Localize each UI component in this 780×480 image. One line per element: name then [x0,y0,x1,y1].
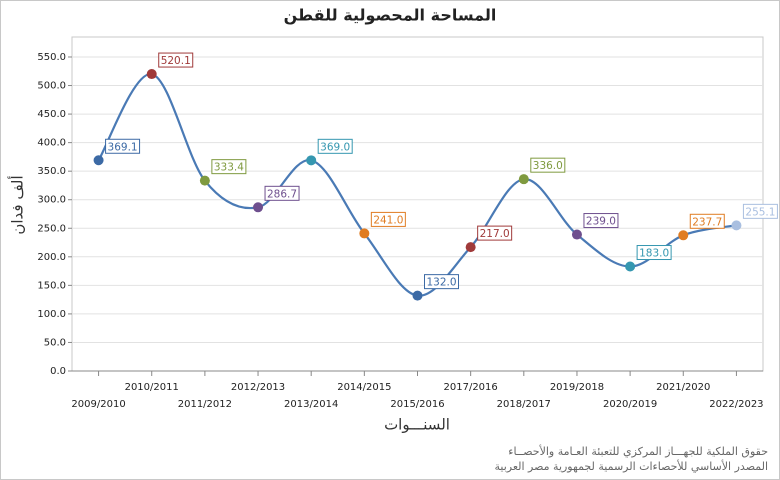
chart-title: المساحة المحصولية للقطن [284,6,497,25]
marker [412,290,423,301]
value-label: 336.0 [533,160,563,172]
value-label: 217.0 [480,228,510,240]
value-label: 520.1 [161,55,191,67]
value-label-box [689,213,725,229]
marker [518,174,529,185]
value-label: 241.0 [373,214,403,226]
marker [571,229,582,240]
value-label: 183.0 [639,248,669,260]
value-label-box [317,138,353,154]
x-tick-label: 2012/2013 [231,382,285,393]
value-label-box [424,274,459,290]
marker [465,242,476,253]
marker [625,261,636,272]
y-tick-label: 350.0 [37,166,66,177]
x-axis-label: السنـــوات [384,416,450,434]
y-axis-label: ألف فدان [8,175,27,234]
marker [93,155,104,166]
x-tick-label: 2011/2012 [178,399,232,410]
x-tick-label: 2015/2016 [390,399,444,410]
value-label: 333.4 [214,162,244,174]
y-tick-label: 200.0 [37,252,66,263]
x-tick-label: 2021/2020 [656,382,710,393]
x-tick-label: 2014/2015 [337,382,391,393]
marker [306,155,317,166]
marker [731,220,742,231]
marker [678,230,689,241]
y-tick-label: 400.0 [37,138,66,149]
y-tick-label: 550.0 [37,52,66,63]
value-label: 239.0 [586,216,616,228]
marker [359,228,370,239]
marker [253,202,264,213]
footer-line: المصدر الأساسي للأحصاءات الرسمية لجمهوري… [494,459,768,473]
value-label-box [370,211,406,227]
value-label: 286.7 [267,188,297,200]
x-tick-label: 2020/2019 [603,399,657,410]
y-tick-label: 0.0 [50,366,66,377]
value-label-box [105,138,141,154]
x-tick-label: 2013/2014 [284,399,338,410]
x-tick-label: 2018/2017 [497,399,551,410]
line [97,72,737,297]
value-label-box [264,185,300,201]
value-label-box [211,159,247,175]
y-tick-label: 300.0 [37,195,66,206]
y-tick-label: 250.0 [37,223,66,234]
value-label-box [158,52,194,68]
value-label: 369.1 [108,141,138,153]
x-tick-label: 2022/2023 [709,399,763,410]
marker [199,175,210,186]
y-tick-label: 50.0 [44,337,66,348]
y-tick-label: 500.0 [37,81,66,92]
value-label-box [742,203,778,219]
value-label-box [477,225,513,241]
value-label-box [636,245,672,261]
y-tick-label: 100.0 [37,309,66,320]
x-tick-label: 2017/2016 [444,382,498,393]
value-label-box [530,157,566,173]
x-tick-label: 2009/2010 [71,399,125,410]
marker [146,69,157,80]
x-tick-label: 2019/2018 [550,382,604,393]
value-label: 237.7 [692,216,722,228]
value-label: 369.0 [320,141,350,153]
y-tick-label: 150.0 [37,280,66,291]
value-label: 255.1 [745,206,775,218]
footer-line: حقوق الملكية للجهـــاز المركزي للتعبئة ا… [508,444,768,458]
y-tick-label: 450.0 [37,109,66,120]
value-label: 132.0 [426,277,456,289]
value-label-box [583,213,619,229]
x-tick-label: 2010/2011 [125,382,179,393]
